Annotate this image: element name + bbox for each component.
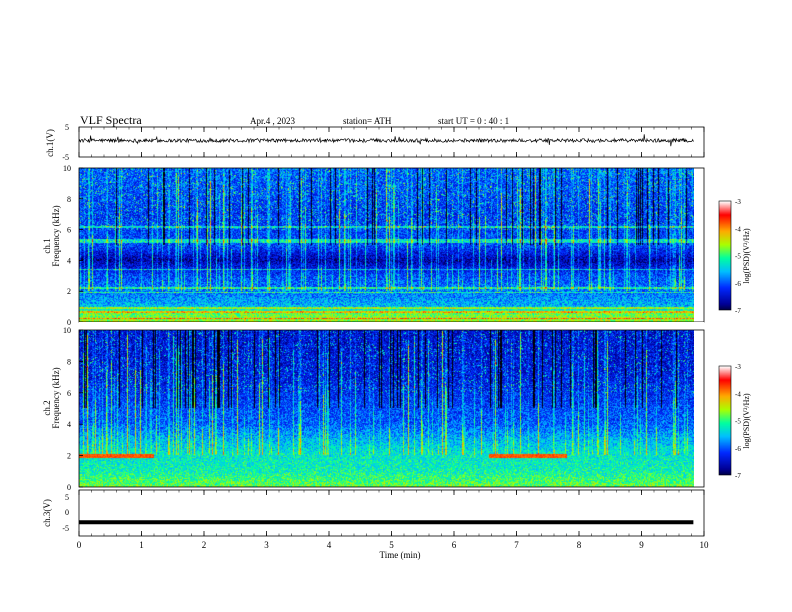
- station-label: station= ATH: [343, 116, 392, 126]
- ch3-waveform-ytick-bottom: -5: [62, 524, 69, 533]
- ch1-spectrogram-ytick-label: 10: [63, 164, 71, 173]
- ch1-waveform-trace: [78, 134, 694, 147]
- time-axis-tick-label: 0: [77, 540, 82, 550]
- ch2-spectrogram-ytick-label: 6: [67, 389, 71, 398]
- ch2-colorbar: [719, 366, 731, 475]
- ch1-colorbar: [719, 201, 731, 310]
- ch1-spectrogram-ytick-label: 6: [67, 226, 71, 235]
- ch1-colorbar-tick: -5: [735, 253, 741, 261]
- ch2-spectrogram-ytick-label: 0: [67, 483, 71, 492]
- time-axis-tick-label: 1: [139, 540, 144, 550]
- ch2-spectrogram-ytick-label: 2: [67, 452, 71, 461]
- ch1-colorbar-label: log(PSD)(V²/Hz): [742, 228, 751, 284]
- ch2-spectrogram-ytick-label: 8: [67, 357, 71, 366]
- time-axis-tick-label: 8: [577, 540, 582, 550]
- time-axis-label: Time (min): [380, 550, 421, 560]
- ch1-waveform-panel: 5 -5 ch.1(V): [45, 123, 705, 162]
- ch1-spectrogram-ylabel-freq: Frequency (kHz): [51, 205, 61, 266]
- start-ut-label: start UT = 0 : 40 : 1: [438, 116, 509, 126]
- ch1-spectrogram-ytick-label: 2: [67, 287, 71, 296]
- ch2-colorbar-label: log(PSD)(V²/Hz): [742, 393, 751, 449]
- time-axis-tick-label: 7: [514, 540, 519, 550]
- ch1-waveform-ytick-top: 5: [65, 123, 69, 132]
- ch2-colorbar-tick: -4: [735, 390, 741, 398]
- time-axis-tick-label: 5: [389, 540, 394, 550]
- ch1-colorbar-tick: -6: [735, 280, 741, 288]
- time-axis-tick-label: 4: [327, 540, 332, 550]
- ch1-waveform-ylabel: ch.1(V): [45, 129, 55, 157]
- ch1-colorbar-frame: [718, 200, 732, 311]
- ch2-colorbar-tick: -6: [735, 445, 741, 453]
- ch2-spectrogram-ytick-label: 10: [63, 326, 71, 335]
- ch1-spectrogram-image: [79, 168, 694, 322]
- ch3-waveform-ytick-top: 5: [65, 493, 69, 502]
- ch2-spectrogram-image: [79, 330, 694, 487]
- ch2-spectrogram-ytick-label: 4: [67, 420, 71, 429]
- ch1-waveform-ytick-bottom: -5: [62, 153, 69, 162]
- ch2-colorbar-tick: -5: [735, 418, 741, 426]
- ch2-spectrogram-ylabel-freq: Frequency (kHz): [51, 367, 61, 428]
- ch1-colorbar-tick: -7: [735, 307, 741, 315]
- time-axis-tick-label: 2: [202, 540, 207, 550]
- ch1-colorbar-tick: -3: [735, 198, 741, 206]
- ch3-waveform-ytick-mid: 0: [65, 508, 69, 517]
- ch3-waveform-ylabel: ch.3(V): [42, 499, 52, 527]
- ch2-spectrogram-frame: [78, 329, 705, 488]
- ch2-colorbar-tick: -3: [735, 363, 741, 371]
- date-label: Apr.4 , 2023: [250, 116, 296, 126]
- ch1-spectrogram-ytick-label: 8: [67, 195, 71, 204]
- ch1-spectrogram-ytick-label: 4: [67, 256, 71, 265]
- ch2-colorbar-frame: [718, 365, 732, 476]
- time-axis-tick-label: 6: [452, 540, 457, 550]
- time-axis-tick-label: 9: [639, 540, 644, 550]
- time-axis-tick-label: 10: [700, 540, 710, 550]
- ch3-waveform-panel: 5 0 -5 ch.3(V): [42, 489, 705, 537]
- ch2-spectrogram-ylabel-channel: ch.2: [42, 400, 52, 415]
- panel-gap: [79, 322, 704, 329]
- ch3-waveform-frame: [78, 489, 705, 537]
- time-axis-tick-label: 3: [264, 540, 269, 550]
- time-axis: 0 1 2 3 4 5 6 7 8 9 10: [77, 127, 709, 550]
- ch1-spectrogram-ylabel-channel: ch.1: [42, 238, 52, 253]
- ch2-colorbar-tick: -7: [735, 472, 741, 480]
- ch1-spectrogram-ytick-label: 0: [67, 318, 71, 327]
- ch1-colorbar-tick: -4: [735, 225, 741, 233]
- figure-title: VLF Spectra: [80, 113, 142, 127]
